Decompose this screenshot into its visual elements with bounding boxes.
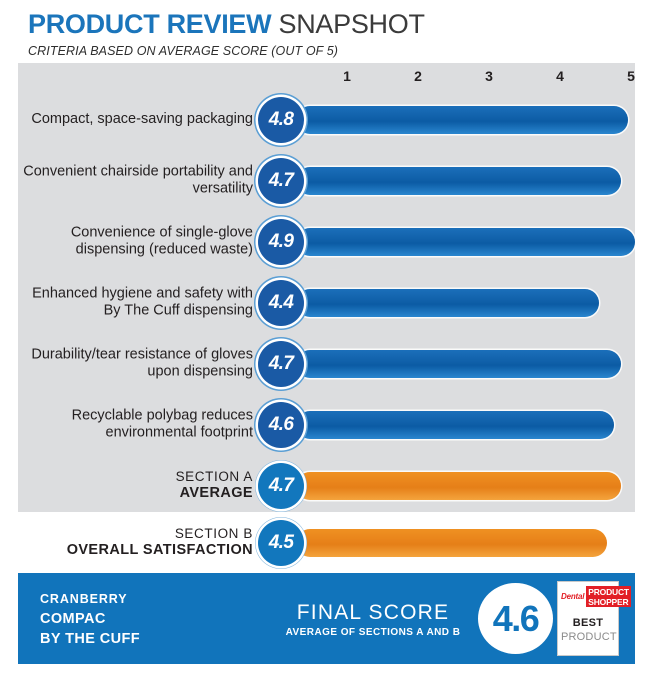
- chart-score-badge: 4.7: [258, 462, 304, 509]
- chart-score-badge: 4.6: [258, 401, 304, 448]
- logo-best-text: BEST: [572, 617, 604, 629]
- chart-row-label: Convenient chairside portability and ver…: [23, 162, 253, 197]
- logo-masthead: Dental PRODUCT SHOPPER: [561, 586, 631, 607]
- chart-row-label-line2: OVERALL SATISFACTION: [66, 541, 253, 558]
- final-score-subtitle: AVERAGE OF SECTIONS A AND B: [285, 627, 461, 639]
- chart-axis: 1 2 3 4 5: [18, 63, 635, 89]
- chart-row-label: SECTION A AVERAGE: [21, 468, 253, 502]
- chart-row: Convenient chairside portability and ver…: [18, 150, 635, 211]
- chart-bar: [296, 349, 621, 378]
- dental-product-shopper-logo: Dental PRODUCT SHOPPER BEST PRODUCT: [557, 581, 631, 656]
- chart-panel: 1 2 3 4 5 Compact, space-saving packaging 4.8…: [18, 63, 635, 512]
- chart-score-badge: 4.9: [258, 218, 304, 265]
- logo-product-word: PRODUCT: [561, 631, 617, 643]
- chart-row: Enhanced hygiene and safety with By The …: [18, 272, 635, 333]
- chart-row: Durability/tear resistance of gloves upo…: [18, 333, 635, 394]
- final-score-badge: 4.6: [478, 583, 553, 654]
- chart-row: Recyclable polybag reduces environmental…: [18, 394, 635, 455]
- logo-product-text: PRODUCT: [588, 586, 629, 597]
- brand-line-3: BY THE CUFF: [40, 631, 140, 648]
- header: PRODUCT REVIEW SNAPSHOT CRITERIA BASED O…: [0, 0, 653, 59]
- page-title-light: SNAPSHOT: [271, 9, 425, 39]
- logo-dental-text: Dental: [561, 592, 585, 601]
- chart-bar: [296, 471, 621, 500]
- chart-row: Compact, space-saving packaging 4.8: [18, 89, 635, 150]
- logo-product-shopper-block: PRODUCT SHOPPER: [586, 586, 631, 607]
- final-score-title: FINAL SCORE: [296, 601, 450, 624]
- page-subtitle: CRITERIA BASED ON AVERAGE SCORE (OUT OF …: [28, 44, 339, 59]
- logo-shopper-text: SHOPPER: [588, 596, 629, 607]
- axis-tick-1: 1: [343, 68, 351, 84]
- chart-bar: [296, 105, 628, 134]
- brand-line-2: COMPAC: [40, 610, 106, 627]
- brand-line-1: CRANBERRY: [40, 592, 128, 606]
- axis-tick-2: 2: [414, 68, 422, 84]
- axis-tick-4: 4: [556, 68, 564, 84]
- chart-row-label: Compact, space-saving packaging: [31, 110, 253, 127]
- chart-bar: [296, 227, 635, 256]
- chart-row: SECTION B OVERALL SATISFACTION 4.5: [18, 512, 635, 573]
- chart-rows: Compact, space-saving packaging 4.8 Conven…: [18, 89, 635, 516]
- chart-row-label-line1: SECTION A: [175, 468, 253, 484]
- chart-row-label: Enhanced hygiene and safety with By The …: [32, 284, 253, 319]
- chart-row: Convenience of single-glove dispensing (…: [18, 211, 635, 272]
- chart-row-label: SECTION B OVERALL SATISFACTION: [21, 525, 253, 559]
- brand-block: CRANBERRY COMPAC BY THE CUFF: [40, 591, 140, 650]
- final-score-block: FINAL SCORE AVERAGE OF SECTIONS A AND B: [273, 601, 473, 638]
- chart-row-label: Durability/tear resistance of gloves upo…: [31, 345, 253, 380]
- chart-score-badge: 4.7: [258, 157, 304, 204]
- final-score-value: 4.6: [492, 597, 540, 639]
- page-title: PRODUCT REVIEW SNAPSHOT: [28, 10, 653, 38]
- chart-row-label: Recyclable polybag reduces environmental…: [71, 406, 253, 441]
- axis-tick-5: 5: [627, 68, 635, 84]
- footer-bar: CRANBERRY COMPAC BY THE CUFF FINAL SCORE…: [18, 573, 635, 664]
- section-b-row: SECTION B OVERALL SATISFACTION 4.5: [18, 512, 635, 573]
- chart-row: SECTION A AVERAGE 4.7: [18, 455, 635, 516]
- chart-row-label-line1: SECTION B: [174, 525, 253, 541]
- chart-score-badge: 4.7: [258, 340, 304, 387]
- chart-row-label: Convenience of single-glove dispensing (…: [70, 223, 253, 258]
- chart-score-badge: 4.4: [258, 279, 304, 326]
- axis-tick-3: 3: [485, 68, 493, 84]
- chart-bar: [296, 166, 621, 195]
- chart-bar: [296, 288, 600, 317]
- chart-row-label-line2: AVERAGE: [179, 484, 253, 501]
- chart-bar: [296, 410, 614, 439]
- chart-score-badge: 4.5: [258, 519, 304, 566]
- page-title-strong: PRODUCT REVIEW: [28, 9, 272, 39]
- chart-bar: [296, 528, 607, 557]
- chart-score-badge: 4.8: [258, 96, 304, 143]
